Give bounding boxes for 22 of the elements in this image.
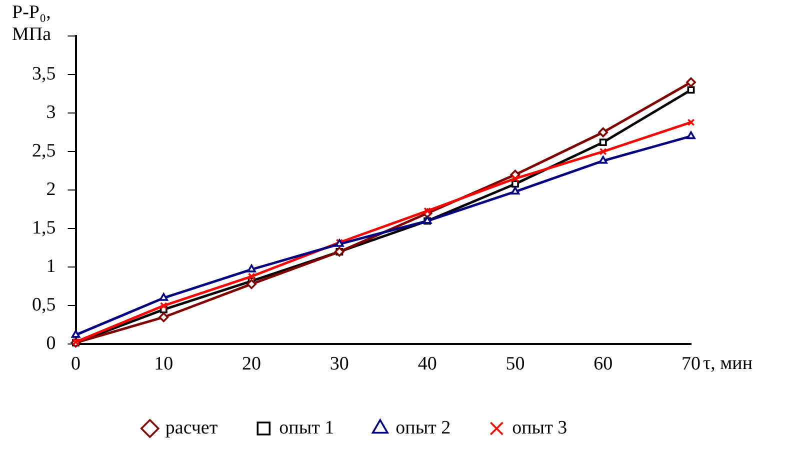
legend-label: опыт 1 <box>279 417 334 438</box>
y-tick-label: 3,5 <box>32 64 56 85</box>
y-tick-label: 1,5 <box>32 218 56 239</box>
y-tick-label: 3 <box>46 102 56 124</box>
y-tick-label: 1 <box>46 256 56 278</box>
y-tick-label: 0,5 <box>32 294 56 316</box>
y-tick-label: 2 <box>46 179 56 200</box>
y-tick-label: 0 <box>46 333 56 354</box>
x-tick-label: 30 <box>330 354 349 375</box>
x-tick-label: 20 <box>242 354 262 375</box>
legend-label: опыт 3 <box>512 417 568 438</box>
y-tick-label: 2,5 <box>32 140 56 162</box>
x-tick-label: 10 <box>154 354 174 375</box>
legend-label: расчет <box>165 417 218 438</box>
y-axis-title: P-P₀, МПа <box>12 2 52 46</box>
x-tick-label: 0 <box>71 354 80 375</box>
x-tick-label: 40 <box>418 354 437 375</box>
legend-label: опыт 2 <box>396 417 451 438</box>
x-tick-label: 70 <box>682 354 700 375</box>
x-axis-title: τ, мин <box>703 353 752 374</box>
x-tick-label: 50 <box>506 354 525 375</box>
x-tick-label: 60 <box>594 354 613 375</box>
